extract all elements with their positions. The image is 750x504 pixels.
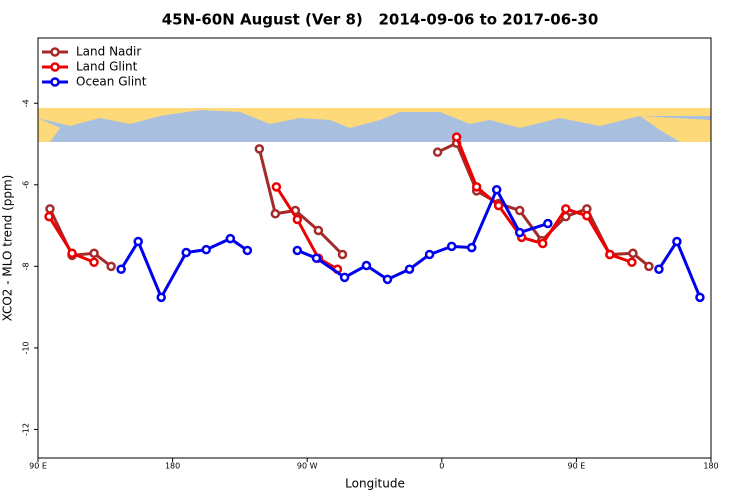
data-point <box>382 274 393 285</box>
data-point <box>432 147 443 157</box>
data-point <box>471 182 482 192</box>
data-point <box>491 184 502 195</box>
data-point <box>695 292 705 303</box>
y-axis-label: XCO2 - MLO trend (ppm) <box>1 175 15 322</box>
data-point <box>254 144 265 154</box>
data-point <box>561 204 571 214</box>
data-point <box>339 272 350 283</box>
data-point <box>67 248 77 259</box>
series-line <box>48 208 113 268</box>
data-point <box>292 214 303 225</box>
data-point <box>514 205 525 216</box>
data-point <box>225 233 236 244</box>
x-tick-label: 180 <box>165 462 180 471</box>
data-point <box>404 264 415 274</box>
plot-frame <box>37 37 712 459</box>
data-point <box>628 248 638 259</box>
data-point <box>627 257 637 268</box>
x-tick-label: 90 E <box>568 462 586 471</box>
map-land <box>38 108 711 128</box>
data-point <box>446 241 457 252</box>
series-line <box>296 186 549 282</box>
data-point <box>271 182 282 192</box>
data-point <box>466 242 477 253</box>
data-point <box>672 236 682 247</box>
data-point <box>311 253 322 263</box>
data-point <box>337 249 348 260</box>
data-point <box>313 225 324 236</box>
series-line <box>119 236 249 301</box>
x-axis-label: Longitude <box>345 477 405 491</box>
data-point <box>654 264 664 274</box>
legend-label: Land Nadir <box>76 45 141 59</box>
x-tick-label: 180 <box>703 462 718 471</box>
y-tick-label: -4 <box>22 99 31 107</box>
data-point <box>424 249 435 260</box>
data-point <box>451 132 462 142</box>
data-point <box>181 247 191 258</box>
data-point <box>133 236 143 247</box>
data-point <box>116 264 126 274</box>
legend-label: Ocean Glint <box>76 75 147 89</box>
data-point <box>89 257 99 268</box>
data-point <box>242 245 253 256</box>
data-point <box>514 227 525 238</box>
data-point <box>106 261 116 272</box>
x-tick-label: 90 E <box>29 462 47 471</box>
data-point <box>270 208 281 219</box>
legend-marker <box>50 77 60 87</box>
y-tick-label: -10 <box>22 341 31 354</box>
map-land <box>38 118 60 142</box>
data-point <box>45 204 55 214</box>
x-tick-label: 0 <box>439 462 444 471</box>
data-point <box>361 260 372 271</box>
data-point <box>44 211 54 222</box>
data-point <box>605 249 615 260</box>
data-point <box>292 245 303 256</box>
chart-title: 45N-60N August (Ver 8) 2014-09-06 to 201… <box>162 11 599 29</box>
legend-marker <box>50 47 60 57</box>
y-tick-label: -6 <box>22 181 31 189</box>
legend-marker <box>50 62 60 72</box>
data-point <box>89 248 99 259</box>
data-point <box>644 261 654 272</box>
x-tick-label: 90 W <box>297 462 318 471</box>
data-point <box>156 292 166 303</box>
y-tick-label: -8 <box>22 262 31 270</box>
series-line <box>275 186 339 271</box>
map-land <box>640 116 711 142</box>
data-point <box>538 238 548 249</box>
y-tick-label: -12 <box>22 423 31 436</box>
map-strip <box>38 108 711 142</box>
series-line <box>257 148 344 256</box>
data-point <box>201 244 211 255</box>
legend-label: Land Glint <box>76 60 138 74</box>
series-line <box>657 238 702 298</box>
data-point <box>543 218 553 229</box>
data-point <box>493 200 504 211</box>
data-point <box>582 211 592 221</box>
